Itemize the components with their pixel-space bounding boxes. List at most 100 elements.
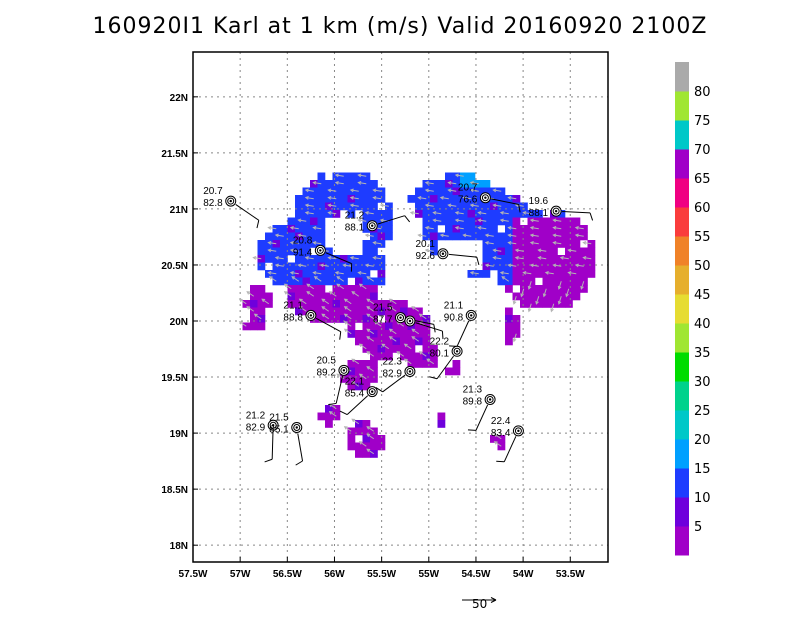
- observation-value-top: 19.6: [529, 196, 549, 207]
- wind-cell: [362, 270, 371, 278]
- wind-cell: [542, 270, 551, 278]
- wind-arrow-head: [267, 241, 272, 245]
- wind-cell: [422, 330, 431, 338]
- wind-arrow-head: [557, 285, 562, 290]
- wind-cell: [407, 307, 416, 316]
- wind-arrow-head: [417, 196, 422, 200]
- wind-arrow: [269, 276, 277, 282]
- observation-dot: [484, 196, 487, 199]
- wind-arrow-head: [366, 448, 371, 453]
- wind-arrow: [538, 249, 547, 252]
- wind-cell: [370, 232, 378, 241]
- wind-arrow-head: [366, 313, 371, 318]
- wind-cell: [565, 255, 573, 263]
- wind-cell: [317, 292, 326, 301]
- wind-arrow: [500, 272, 509, 275]
- wind-arrow-head: [477, 211, 482, 215]
- wind-arrow: [358, 182, 367, 185]
- wind-arrow: [425, 227, 434, 230]
- wind-arrow: [448, 204, 457, 207]
- wind-arrow: [328, 197, 337, 200]
- wind-arrow-head: [336, 283, 341, 288]
- wind-arrow-head: [403, 358, 408, 363]
- wind-arrow-head: [357, 181, 362, 185]
- wind-barb-flag: [589, 212, 594, 221]
- wind-arrow-head: [507, 226, 512, 230]
- wind-cell: [422, 210, 431, 218]
- wind-cell: [310, 180, 318, 188]
- wind-barb-flag: [441, 331, 444, 340]
- y-tick-label: 22N: [170, 93, 188, 104]
- wind-cell: [377, 232, 386, 241]
- wind-cell: [362, 255, 371, 263]
- observation: 21.282.9: [246, 410, 279, 463]
- wind-cell: [505, 255, 513, 263]
- wind-arrow-head: [274, 233, 279, 238]
- wind-cell: [340, 292, 348, 301]
- wind-arrow-head: [357, 173, 362, 178]
- wind-barb-flag: [375, 387, 383, 393]
- wind-arrow-head: [424, 226, 429, 230]
- wind-cell: [355, 382, 363, 391]
- wind-arrow-head: [454, 211, 459, 215]
- wind-cell: [332, 270, 341, 278]
- y-tick-label: 19.5N: [161, 373, 188, 384]
- wind-arrow: [305, 257, 314, 260]
- wind-cell: [302, 247, 311, 256]
- x-tick-label: 56.5W: [273, 569, 302, 580]
- wind-cell: [287, 240, 296, 248]
- wind-cell: [362, 442, 371, 451]
- wind-cell: [377, 442, 386, 451]
- wind-arrow: [305, 212, 314, 215]
- wind-cell: [317, 262, 326, 271]
- wind-cell: [452, 367, 461, 376]
- wind-arrow: [321, 298, 330, 305]
- wind-cell: [317, 285, 326, 293]
- wind-cell: [302, 262, 311, 271]
- wind-cell: [437, 210, 446, 218]
- wind-arrow: [358, 219, 367, 222]
- wind-cell: [482, 210, 491, 218]
- wind-cell: [580, 255, 588, 263]
- wind-cell: [362, 195, 371, 203]
- observation: 21.587.7: [373, 303, 436, 333]
- wind-cell: [340, 307, 348, 316]
- wind-cell: [310, 277, 318, 286]
- wind-cell: [550, 240, 558, 248]
- wind-cell: [550, 277, 558, 286]
- observation-ring-inner: [293, 423, 301, 431]
- wind-arrow: [313, 242, 322, 245]
- wind-cell: [512, 315, 521, 323]
- wind-arrow: [239, 298, 247, 305]
- wind-arrow-head: [349, 203, 354, 208]
- wind-cell: [445, 172, 453, 181]
- wind-cell: [377, 262, 386, 271]
- wind-cell: [527, 292, 536, 301]
- observation-value-top: 22.4: [491, 416, 511, 427]
- wind-cell: [437, 420, 446, 428]
- wind-cell: [295, 300, 303, 308]
- colorbar-segment: [675, 236, 689, 266]
- observation: 21.389.8: [463, 384, 496, 431]
- wind-arrow-head: [289, 226, 294, 230]
- wind-cell: [355, 180, 363, 188]
- wind-arrow: [553, 234, 562, 237]
- wind-cell: [347, 270, 356, 278]
- observation-ring-inner: [368, 388, 376, 396]
- wind-arrow-head: [403, 343, 408, 348]
- wind-cell: [520, 240, 528, 248]
- colorbar-segment: [675, 178, 689, 208]
- wind-cell: [340, 300, 348, 308]
- wind-arrow: [523, 272, 532, 275]
- wind-arrow: [575, 227, 584, 230]
- wind-barb-flag: [264, 458, 273, 463]
- colorbar-segment: [675, 410, 689, 440]
- wind-arrow-head: [343, 321, 348, 325]
- wind-cell: [490, 262, 498, 271]
- wind-cell: [415, 187, 423, 196]
- observation-value-bottom: 90.8: [444, 312, 464, 323]
- wind-arrow-head: [319, 263, 324, 268]
- wind-arrow-head: [454, 218, 459, 223]
- wind-arrow: [350, 257, 359, 260]
- wind-cell: [257, 307, 266, 316]
